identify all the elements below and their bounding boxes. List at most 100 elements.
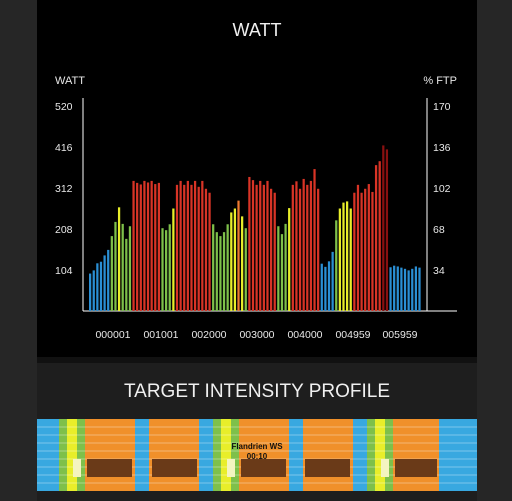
bar xyxy=(96,263,99,311)
profile-segment xyxy=(289,419,303,491)
bar xyxy=(277,226,280,311)
bar xyxy=(248,176,251,311)
bar xyxy=(414,266,417,311)
right-tick-label: 34 xyxy=(433,265,445,277)
profile-segment xyxy=(385,419,393,491)
panel-divider xyxy=(37,357,477,363)
bar xyxy=(132,180,135,311)
profile-segment xyxy=(67,419,77,491)
bar xyxy=(121,223,124,312)
bar xyxy=(266,180,269,311)
profile-title: TARGET INTENSITY PROFILE xyxy=(123,381,391,402)
left-tick-label: 104 xyxy=(55,265,73,277)
bar xyxy=(327,261,331,311)
profile-segment xyxy=(77,419,85,491)
profile-segment xyxy=(213,419,221,491)
target-intensity-panel: TARGET INTENSITY PROFILE Flandrien WS 00… xyxy=(37,363,477,501)
bar-series xyxy=(89,145,421,312)
profile-segment xyxy=(439,419,477,491)
bar xyxy=(201,180,204,311)
bar xyxy=(407,270,410,311)
bar xyxy=(157,182,161,312)
bar xyxy=(273,192,276,311)
bar xyxy=(222,232,226,311)
bar xyxy=(117,207,121,311)
bar xyxy=(233,208,237,311)
bar xyxy=(367,184,370,311)
x-tick-label: 005959 xyxy=(382,329,417,341)
workout-time: 00:10 xyxy=(246,452,268,461)
workout-name: Flandrien WS xyxy=(231,442,283,451)
x-tick-labels: 000001 001001 002000 003000 004000 004959 0059… xyxy=(95,329,417,341)
profile-segment xyxy=(231,419,239,491)
bar xyxy=(208,192,211,311)
chart-title: WATT xyxy=(232,20,282,40)
bar xyxy=(92,270,95,311)
target-block xyxy=(87,459,132,477)
bar xyxy=(172,208,175,311)
x-tick-label: 003000 xyxy=(239,329,274,341)
bar xyxy=(309,180,313,311)
bar xyxy=(288,208,291,311)
bar xyxy=(284,223,287,312)
bar xyxy=(302,178,305,311)
profile-segment xyxy=(199,419,213,491)
bar xyxy=(345,201,349,311)
bar xyxy=(313,169,316,311)
profile-segment xyxy=(135,419,149,491)
bar xyxy=(396,266,399,311)
bar xyxy=(193,180,197,311)
x-tick-label: 004000 xyxy=(287,329,322,341)
target-block xyxy=(395,459,437,477)
bar xyxy=(306,184,309,311)
bar xyxy=(136,182,139,312)
bar xyxy=(161,228,164,311)
x-tick-label: 004959 xyxy=(335,329,370,341)
bar xyxy=(331,251,334,311)
profile-segment xyxy=(303,419,353,491)
bar xyxy=(360,192,363,311)
bar xyxy=(411,268,414,311)
bar xyxy=(103,255,106,311)
bar xyxy=(403,268,407,311)
bar xyxy=(378,161,381,311)
bar xyxy=(374,165,378,311)
profile-segment xyxy=(59,419,67,491)
bar xyxy=(215,232,218,311)
bar xyxy=(165,230,168,311)
bar xyxy=(204,188,208,311)
bar xyxy=(219,236,222,311)
bar xyxy=(259,180,262,311)
watt-chart: WATT % FTP 104 208 312 416 520 34 68 102 136 170… xyxy=(55,75,457,341)
bar xyxy=(244,228,247,311)
bar xyxy=(114,221,117,311)
bar xyxy=(280,234,284,312)
bar xyxy=(128,226,132,311)
bar xyxy=(143,180,146,311)
bar xyxy=(154,184,157,311)
bar xyxy=(107,249,110,311)
bar xyxy=(364,188,367,311)
bar xyxy=(353,192,356,311)
bar xyxy=(125,238,128,311)
target-block xyxy=(241,459,286,477)
bar xyxy=(317,188,320,311)
bar xyxy=(179,180,182,311)
bar xyxy=(349,208,352,311)
bar xyxy=(237,200,240,311)
bar xyxy=(324,266,327,311)
right-axis-label: % FTP xyxy=(423,75,457,87)
bar xyxy=(146,182,150,311)
bar xyxy=(99,261,103,311)
bar xyxy=(298,188,302,311)
bar xyxy=(150,180,153,311)
window-frame-right xyxy=(477,0,512,501)
bar xyxy=(382,145,385,311)
right-tick-label: 170 xyxy=(433,101,451,113)
watt-chart-panel: WATT WATT % FTP 104 208 312 416 520 34 68 102 1… xyxy=(37,0,477,357)
left-tick-labels: 104 208 312 416 520 xyxy=(55,101,73,277)
bar xyxy=(255,184,258,311)
bar xyxy=(183,184,186,311)
profile-segment xyxy=(149,419,199,491)
right-tick-label: 102 xyxy=(433,183,451,195)
